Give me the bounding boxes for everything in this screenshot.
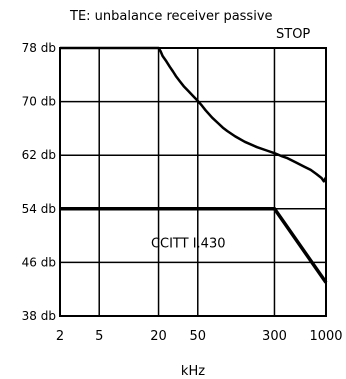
x-tick-label: 5 (95, 329, 103, 344)
y-tick-label: 46 db (22, 255, 56, 269)
series-layer (60, 46, 328, 284)
x-tick-labels: 2 5 20 50 300 1000 (56, 329, 343, 344)
x-tick-label: 2 (56, 329, 64, 344)
series-line-1 (60, 46, 328, 183)
y-tick-label: 62 db (22, 148, 56, 162)
y-tick-labels: 78 db 70 db 62 db 54 db 46 db 38 db (22, 41, 56, 323)
y-tick-label: 70 db (22, 95, 56, 109)
chart-title: TE: unbalance receiver passive (69, 9, 273, 24)
x-tick-label: 20 (150, 329, 167, 344)
status-label: STOP (276, 27, 310, 42)
series-line-2 (60, 207, 328, 284)
x-axis-label: kHz (181, 364, 205, 379)
x-tick-label: 1000 (309, 329, 342, 344)
y-tick-label: 78 db (22, 41, 56, 55)
x-tick-label: 300 (262, 329, 287, 344)
y-tick-label: 38 db (22, 309, 56, 323)
plot-frame (59, 47, 327, 317)
x-tick-label: 50 (190, 329, 207, 344)
grid (60, 48, 326, 316)
annotation-ccitt: CCITT I.430 (151, 237, 226, 252)
y-tick-label: 54 db (22, 202, 56, 216)
